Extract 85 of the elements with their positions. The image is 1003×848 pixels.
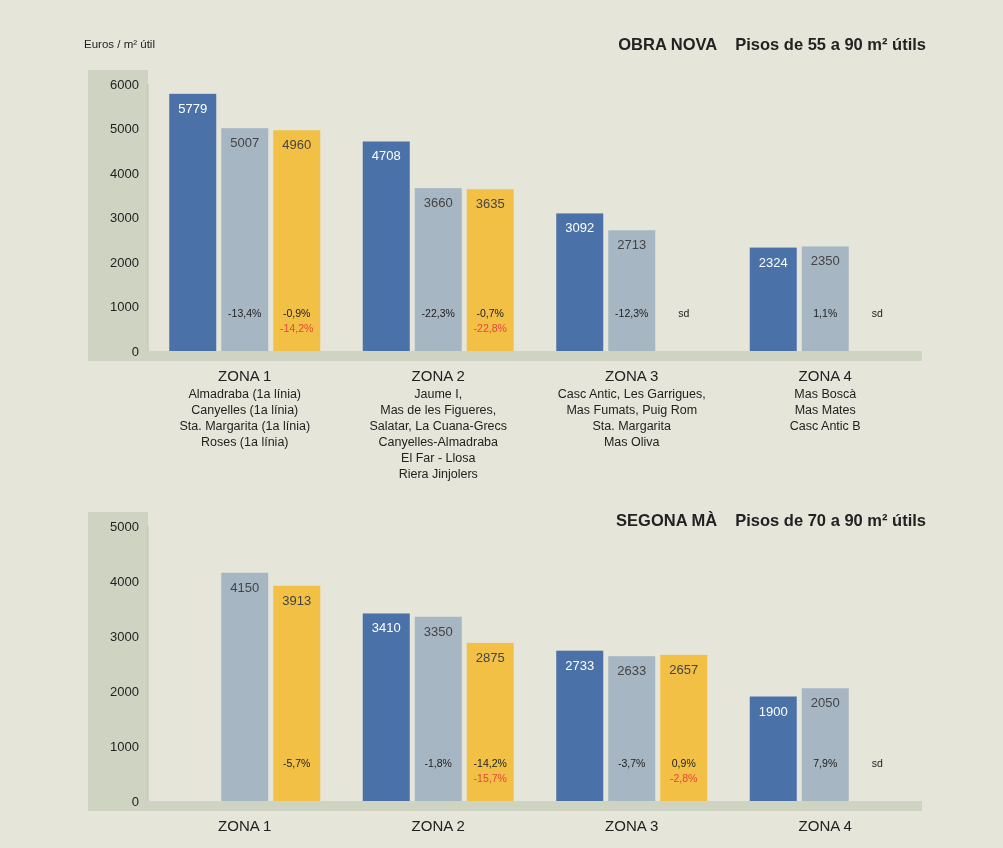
- y-tick-label: 6000: [110, 76, 139, 92]
- y-tick-label: 4000: [110, 165, 139, 181]
- annotation: -12,3%: [615, 307, 649, 319]
- data-label: 4708: [371, 148, 401, 164]
- data-label: 2875: [475, 649, 505, 665]
- bar: [801, 246, 849, 351]
- bar: [801, 688, 849, 801]
- data-label: 2350: [810, 253, 840, 269]
- bar: [660, 654, 708, 801]
- data-label: 4960: [282, 137, 312, 153]
- bar: [221, 572, 269, 801]
- chart-subtitle: Pisos de 70 a 90 m² útils: [735, 511, 926, 529]
- bar: [556, 213, 604, 351]
- chart-subtitle: Pisos de 55 a 90 m² útils: [735, 35, 926, 53]
- annotation: -22,8%: [473, 322, 507, 334]
- y-tick-label: 0: [131, 793, 139, 809]
- y-tick-label: 2000: [110, 254, 139, 270]
- annotation: -15,7%: [473, 772, 507, 784]
- annotation: -13,4%: [228, 307, 262, 319]
- bar: [749, 696, 797, 801]
- y-tick-label: 3000: [110, 210, 139, 226]
- chart-title: OBRA NOVA: [618, 35, 718, 53]
- annotation: 1,1%: [813, 307, 838, 319]
- x-tick-label: ZONA 2 Jaume I, Mas de les Figueres, Salatar, La Cuana-Grecs Canyelles-Almadraba El Far - Llosa Riera Jinjolers: [369, 367, 508, 481]
- bar: [414, 616, 462, 801]
- bar: [362, 613, 410, 801]
- bar: [466, 189, 514, 351]
- data-label: 2050: [810, 695, 840, 711]
- y-tick-label: 2000: [110, 683, 139, 699]
- x-tick-label: ZONA 1: [218, 817, 272, 834]
- data-label: 5779: [178, 100, 208, 116]
- bar: [749, 247, 797, 351]
- bar: [556, 650, 604, 801]
- bar: [169, 93, 217, 351]
- y-tick-label: 1000: [110, 299, 139, 315]
- bar: [273, 130, 321, 351]
- y-tick-label: 5000: [110, 121, 139, 137]
- annotation: -22,3%: [421, 307, 455, 319]
- data-label: 2324: [758, 254, 788, 270]
- annotation: -5,7%: [283, 757, 311, 769]
- annotation: 7,9%: [813, 757, 838, 769]
- x-tick-label: ZONA 3: [605, 817, 659, 834]
- data-label: 3350: [423, 623, 453, 639]
- data-label: 5007: [230, 135, 260, 151]
- x-tick-label: ZONA 1 Almadraba (1a línia) Canyelles (1a línia) Sta. Margarita (1a línia) Roses (1a línia): [179, 367, 311, 449]
- data-label: 2713: [617, 237, 647, 253]
- annotation: -3,7%: [618, 757, 646, 769]
- bar: [362, 141, 410, 351]
- data-label: 1900: [758, 703, 788, 719]
- annotation: -14,2%: [280, 322, 314, 334]
- bar: [608, 656, 656, 801]
- data-label: 4150: [230, 579, 260, 595]
- annotation: sd: [871, 307, 883, 319]
- annotation: 0,9%: [671, 757, 696, 769]
- y-tick-label: 4000: [110, 573, 139, 589]
- bar: [221, 128, 269, 351]
- chart-title: SEGONA MÀ: [616, 511, 718, 529]
- y-tick-label: 5000: [110, 518, 139, 534]
- data-label: 2633: [617, 663, 647, 679]
- x-tick-label: ZONA 4 Mas Boscà Mas Mates Casc Antic B: [789, 367, 861, 433]
- bar: [466, 642, 514, 801]
- annotation: -0,9%: [283, 307, 311, 319]
- bar: [414, 188, 462, 351]
- data-label: 3913: [282, 592, 312, 608]
- y-axis-title: Euros / m² útil: [84, 38, 155, 50]
- y-tick-label: 3000: [110, 628, 139, 644]
- x-tick-label: ZONA 3 Casc Antic, Les Garrigues, Mas Fumats, Puig Rom Sta. Margarita Mas Oliva: [557, 367, 706, 449]
- annotation: -0,7%: [476, 307, 504, 319]
- x-tick-label: ZONA 4: [798, 817, 852, 834]
- y-tick-label: 0: [131, 343, 139, 359]
- annotation: -1,8%: [424, 757, 452, 769]
- annotation: -14,2%: [473, 757, 507, 769]
- annotation: -2,8%: [670, 772, 698, 784]
- data-label: 2733: [565, 657, 595, 673]
- bar: [273, 585, 321, 801]
- annotation: sd: [871, 757, 883, 769]
- x-tick-label: ZONA 2: [411, 817, 465, 834]
- data-label: 3410: [371, 620, 401, 636]
- y-tick-label: 1000: [110, 738, 139, 754]
- bar: [608, 230, 656, 351]
- data-label: 2657: [669, 661, 699, 677]
- data-label: 3660: [423, 195, 453, 211]
- annotation: sd: [678, 307, 690, 319]
- data-label: 3092: [565, 220, 595, 236]
- data-label: 3635: [475, 196, 505, 212]
